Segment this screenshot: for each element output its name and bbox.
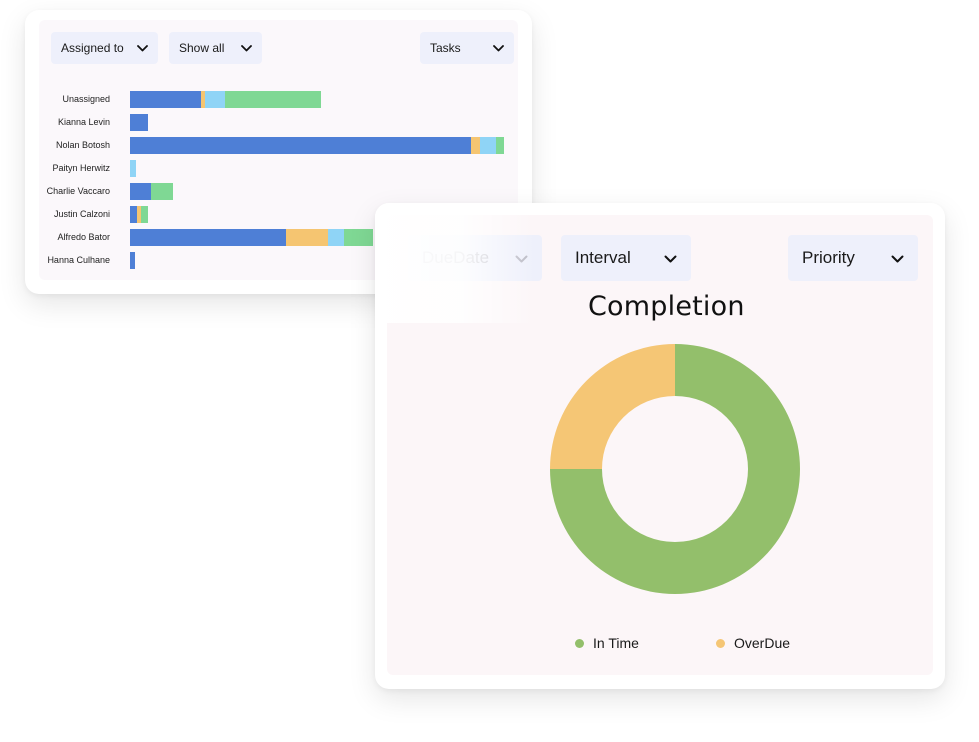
bar-segment[interactable] bbox=[204, 91, 226, 108]
bar-segment[interactable] bbox=[343, 229, 374, 246]
category-label: Kianna Levin bbox=[57, 117, 110, 127]
interval-label: Interval bbox=[575, 248, 631, 267]
category-label: Unassigned bbox=[62, 94, 110, 104]
bar-segment[interactable] bbox=[130, 183, 152, 200]
tasks-dropdown[interactable]: Tasks bbox=[420, 32, 514, 64]
bar-segment[interactable] bbox=[471, 137, 480, 154]
assigned-to-dropdown[interactable]: Assigned to bbox=[51, 32, 158, 64]
bar-segment[interactable] bbox=[130, 229, 287, 246]
legend-dot bbox=[716, 638, 725, 648]
bar-segment[interactable] bbox=[130, 252, 136, 269]
donut-slice-in-time[interactable] bbox=[550, 344, 800, 594]
due-date-dropdown[interactable]: DueDate bbox=[408, 235, 542, 281]
bar-plot-area bbox=[130, 88, 510, 278]
tasks-by-assignee-card: Assigned to Show all Tasks Unassigned Kia… bbox=[25, 10, 532, 294]
bar-segment[interactable] bbox=[130, 206, 138, 223]
due-date-label: DueDate bbox=[422, 248, 490, 267]
chevron-down-icon bbox=[515, 248, 528, 268]
show-all-label: Show all bbox=[179, 41, 225, 55]
assigned-to-label: Assigned to bbox=[61, 41, 124, 55]
bar-segment[interactable] bbox=[225, 91, 321, 108]
category-label: Paityn Herwitz bbox=[52, 163, 110, 173]
chevron-down-icon bbox=[664, 248, 677, 268]
bar-segment[interactable] bbox=[130, 91, 201, 108]
bar-segment[interactable] bbox=[495, 137, 504, 154]
show-all-dropdown[interactable]: Show all bbox=[169, 32, 262, 64]
category-labels: Unassigned Kianna Levin Nolan Botosh Paityn… bbox=[25, 88, 110, 278]
bar-segment[interactable] bbox=[151, 183, 173, 200]
stacked-bar-chart: Unassigned Kianna Levin Nolan Botosh Paityn… bbox=[25, 88, 532, 278]
donut-slice-overdue[interactable] bbox=[550, 344, 675, 469]
chevron-down-icon bbox=[241, 41, 252, 55]
legend-item: OverDue bbox=[716, 635, 790, 651]
bar-segment[interactable] bbox=[130, 114, 149, 131]
category-label: Charlie Vaccaro bbox=[46, 186, 110, 196]
bar-segment[interactable] bbox=[479, 137, 496, 154]
legend-label: OverDue bbox=[734, 635, 791, 651]
bar-segment[interactable] bbox=[327, 229, 344, 246]
donut-chart bbox=[550, 344, 800, 594]
chevron-down-icon bbox=[137, 41, 148, 55]
bar-segment[interactable] bbox=[137, 206, 142, 223]
category-label: Hanna Culhane bbox=[47, 255, 110, 265]
chevron-down-icon bbox=[493, 41, 504, 55]
category-label: Justin Calzoni bbox=[53, 209, 110, 219]
legend-label: In Time bbox=[593, 635, 639, 651]
tasks-label: Tasks bbox=[430, 41, 461, 55]
chart-title: Completion bbox=[588, 291, 745, 322]
legend-item: In Time bbox=[575, 635, 639, 651]
bar-segment[interactable] bbox=[141, 206, 149, 223]
chevron-down-icon bbox=[891, 248, 904, 268]
interval-dropdown[interactable]: Interval bbox=[561, 235, 691, 281]
bar-segment[interactable] bbox=[200, 91, 205, 108]
legend-dot bbox=[575, 638, 584, 648]
bar-segment[interactable] bbox=[286, 229, 328, 246]
priority-label: Priority bbox=[802, 248, 855, 267]
category-label: Alfredo Bator bbox=[57, 232, 110, 242]
bar-segment[interactable] bbox=[130, 137, 472, 154]
completion-card: DueDate Interval Priority Completion In … bbox=[375, 203, 945, 689]
bar-segment[interactable] bbox=[130, 160, 137, 177]
priority-dropdown[interactable]: Priority bbox=[788, 235, 918, 281]
category-label: Nolan Botosh bbox=[55, 140, 110, 150]
